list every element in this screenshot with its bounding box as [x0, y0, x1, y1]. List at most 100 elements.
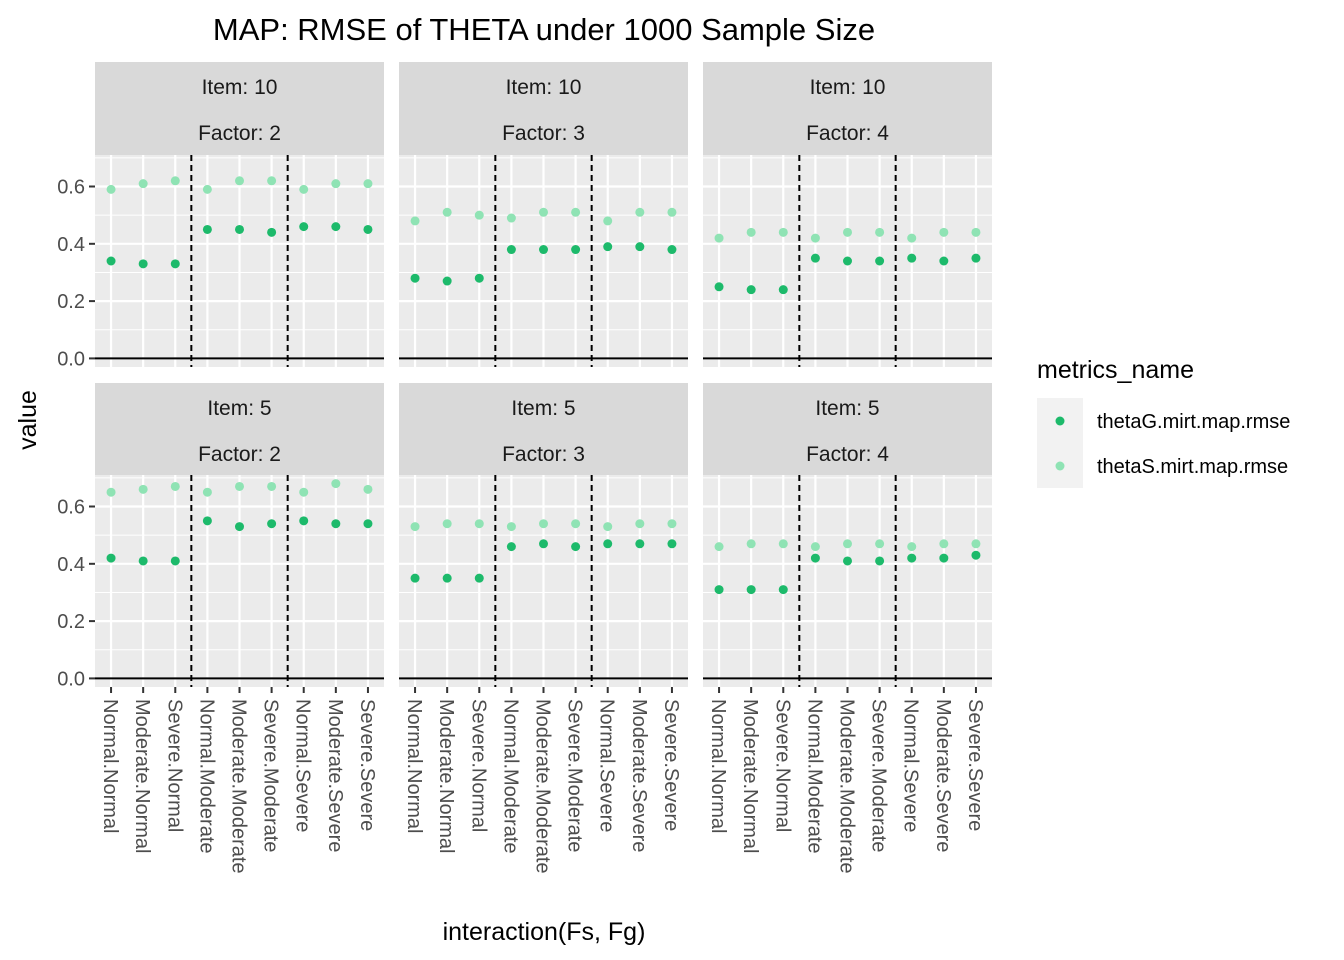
data-point [506, 522, 516, 532]
data-point [746, 585, 756, 595]
data-point [299, 184, 309, 194]
facet-strip [399, 62, 688, 155]
data-point [202, 184, 212, 194]
x-tick-label: Normal.Severe [900, 699, 922, 832]
facet-strip-item-label: Item: 10 [202, 76, 278, 99]
data-point [810, 253, 820, 263]
legend-key-background [1037, 398, 1083, 488]
data-point [267, 176, 277, 186]
data-point [331, 222, 341, 232]
x-axis-label: interaction(Fs, Fg) [443, 918, 646, 946]
legend-label: thetaS.mirt.map.rmse [1097, 456, 1288, 478]
facet-strip-item-label: Item: 10 [506, 76, 582, 99]
facet-strip-factor-label: Factor: 4 [806, 122, 889, 145]
data-point [106, 256, 116, 266]
legend: metrics_name thetaG.mirt.map.rmse thetaS.… [1037, 356, 1290, 488]
x-tick-label: Moderate.Severe [628, 699, 650, 852]
data-point [235, 522, 244, 532]
x-tick-label: Normal.Moderate [195, 699, 217, 854]
facet-strip-item-label: Item: 5 [511, 397, 575, 420]
data-point [267, 227, 277, 237]
data-point [907, 233, 917, 243]
x-tick-label: Normal.Normal [403, 699, 425, 833]
y-tick-label: 0.6 [57, 177, 85, 199]
y-tick-label: 0.4 [57, 234, 85, 256]
data-point [442, 519, 452, 529]
facet-strip-factor-label: Factor: 2 [198, 443, 281, 466]
data-point [714, 585, 724, 595]
data-point [442, 573, 452, 583]
data-point [810, 553, 820, 563]
data-point [746, 285, 756, 295]
data-point [571, 519, 581, 529]
x-tick-label: Severe.Normal [163, 699, 185, 832]
x-tick-label: Severe.Moderate [564, 699, 586, 852]
x-tick-label: Normal.Moderate [499, 699, 521, 854]
data-point [235, 176, 244, 186]
data-point [571, 207, 581, 217]
data-point [106, 184, 116, 194]
y-tick-label: 0.4 [57, 554, 85, 576]
facet-strip-item-label: Item: 5 [815, 397, 879, 420]
data-point [363, 179, 373, 189]
data-point [971, 539, 981, 549]
data-point [539, 519, 548, 529]
data-point [331, 479, 341, 489]
data-point [267, 481, 277, 491]
data-point [746, 539, 756, 549]
data-point [299, 487, 309, 497]
data-point [138, 484, 148, 494]
x-tick-label: Moderate.Moderate [836, 699, 858, 874]
data-point [363, 224, 373, 234]
data-point [138, 259, 148, 269]
data-point [667, 207, 677, 217]
facet-strip [703, 62, 992, 155]
data-point [875, 539, 885, 549]
x-tick-label: Normal.Moderate [803, 699, 825, 854]
legend-key-point [1055, 416, 1065, 426]
facet-strip-factor-label: Factor: 3 [502, 122, 585, 145]
legend-key-point [1055, 461, 1065, 471]
y-axis-label: value [14, 390, 42, 450]
data-point [410, 573, 420, 583]
data-point [539, 245, 548, 255]
data-point [539, 207, 548, 217]
data-point [939, 553, 949, 563]
data-point [474, 210, 484, 220]
data-point [635, 539, 645, 549]
y-tick-label: 0.2 [57, 611, 85, 633]
data-point [571, 245, 581, 255]
data-point [778, 285, 788, 295]
facet-panel: Item: 10 Factor: 3 [399, 62, 688, 367]
data-point [506, 542, 516, 552]
data-point [202, 487, 212, 497]
data-point [363, 484, 373, 494]
y-tick-label: 0.2 [57, 291, 85, 313]
data-point [571, 542, 581, 552]
x-tick-label: Moderate.Normal [739, 699, 761, 854]
data-point [971, 227, 981, 237]
data-point [714, 282, 724, 292]
data-point [506, 245, 516, 255]
data-point [202, 516, 212, 526]
x-tick-label: Moderate.Moderate [228, 699, 250, 874]
data-point [410, 216, 420, 226]
data-point [235, 224, 244, 234]
data-point [474, 273, 484, 283]
data-point [810, 233, 820, 243]
x-tick-label: Severe.Severe [356, 699, 378, 831]
data-point [714, 542, 724, 552]
data-point [667, 519, 677, 529]
x-tick-label: Severe.Moderate [260, 699, 282, 852]
data-point [907, 253, 917, 263]
data-point [170, 481, 180, 491]
data-point [506, 213, 516, 223]
facet-panels: Item: 10 Factor: 2 0.0 0.2 0.4 0.6 Item: 10 Fac… [57, 62, 992, 874]
data-point [875, 556, 885, 566]
data-point [331, 179, 341, 189]
facet-panel: Item: 5 Factor: 4 Normal.Normal Moderate.No… [703, 383, 992, 874]
data-point [603, 242, 613, 252]
data-point [170, 176, 180, 186]
x-tick-label: Normal.Normal [707, 699, 729, 833]
data-point [170, 556, 180, 566]
